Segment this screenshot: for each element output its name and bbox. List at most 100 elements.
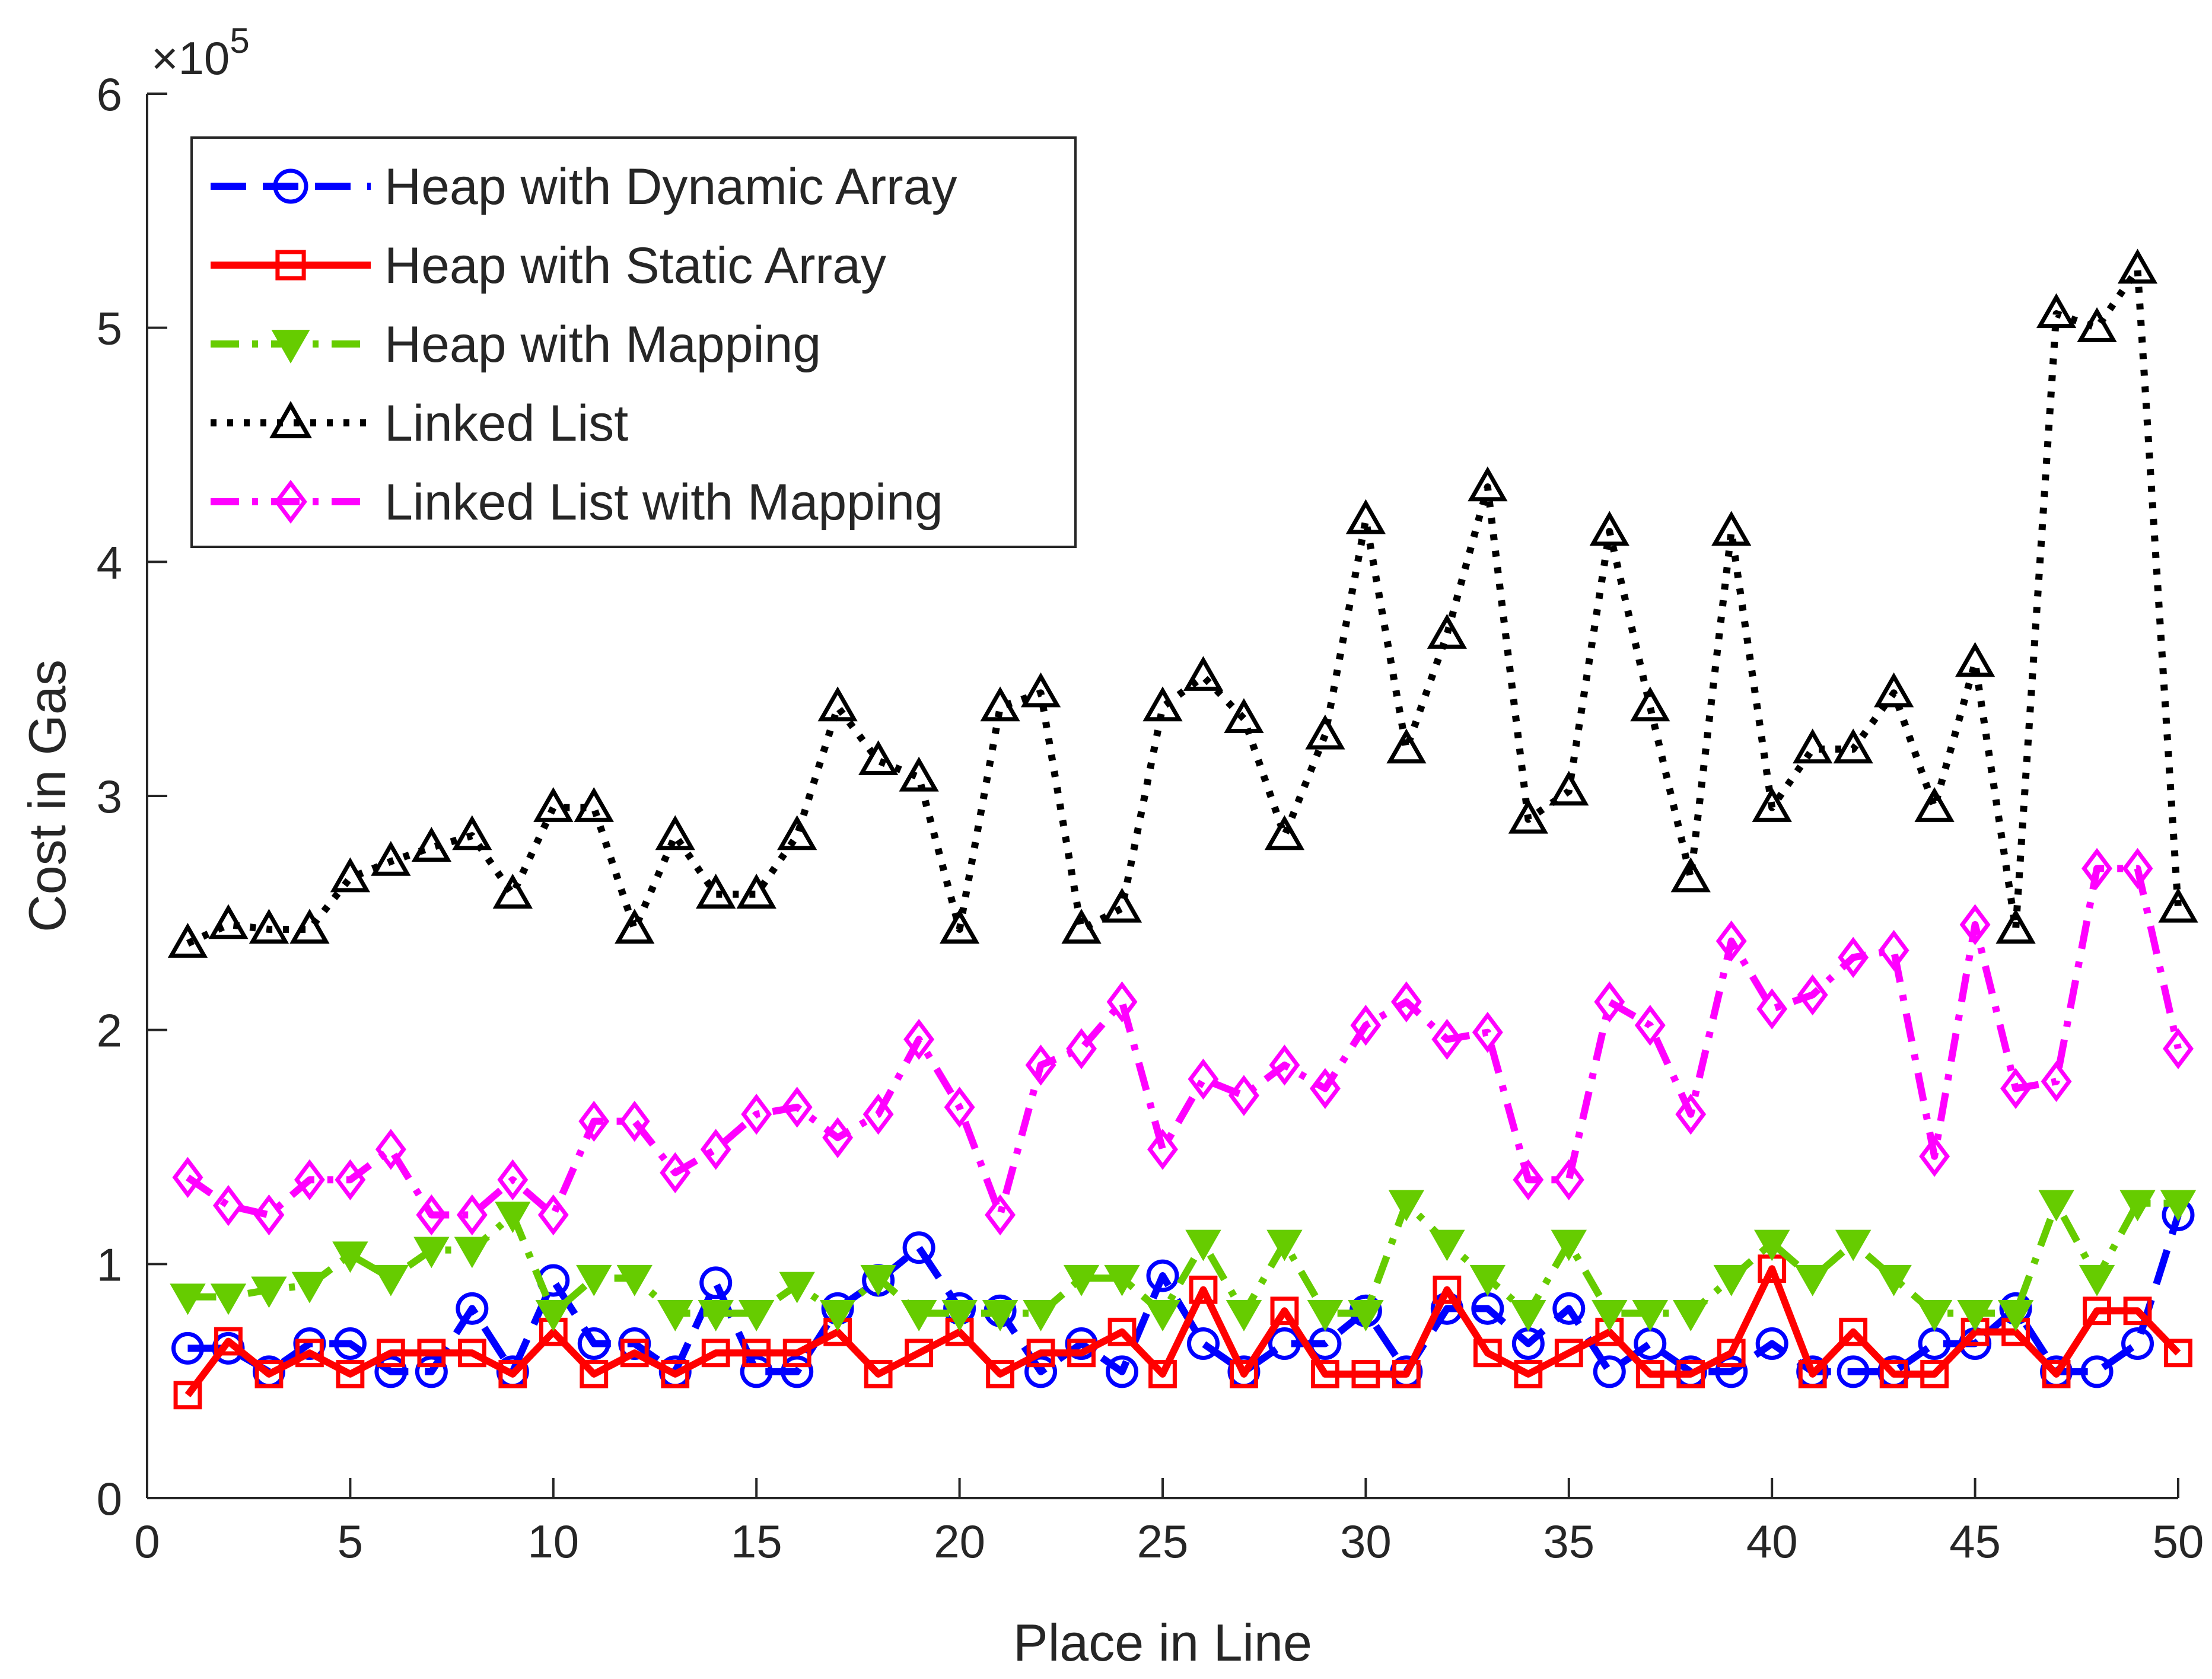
x-tick-label: 50 (2153, 1515, 2204, 1568)
data-point (2121, 1327, 2154, 1361)
data-point (1185, 1229, 1221, 1261)
data-point (1794, 1264, 1831, 1296)
data-point (1224, 698, 1264, 733)
series-layer (167, 248, 2198, 1410)
data-point (452, 815, 492, 850)
data-point (1592, 1300, 1628, 1331)
data-point (660, 1152, 691, 1194)
data-point (1634, 1005, 1666, 1046)
data-point (417, 1339, 446, 1368)
data-point (492, 874, 533, 909)
data-point (454, 1237, 491, 1269)
data-point (291, 1272, 328, 1304)
data-point (1106, 981, 1138, 1022)
data-point (1469, 1264, 1506, 1296)
data-point (1793, 728, 1833, 764)
data-point (1270, 1296, 1299, 1326)
data-point (1919, 1136, 1950, 1177)
data-point (701, 1339, 730, 1368)
data-point (498, 1359, 527, 1388)
legend-marker (269, 401, 312, 438)
data-point (208, 904, 249, 939)
data-point (249, 909, 289, 944)
data-point (1104, 1264, 1140, 1296)
data-point (2164, 1339, 2192, 1368)
y-axis-label: Cost in Gas (18, 660, 77, 932)
data-point (860, 1264, 896, 1296)
data-point (497, 1159, 529, 1200)
data-point (620, 1339, 649, 1368)
data-point (1510, 1300, 1546, 1331)
series-2 (170, 1190, 2197, 1331)
data-point (2042, 1359, 2071, 1388)
data-point (699, 1266, 733, 1299)
data-point (862, 1094, 894, 1135)
data-point (1634, 1327, 1667, 1361)
series-3 (167, 248, 2198, 958)
data-point (376, 1339, 405, 1368)
data-point (1755, 1327, 1788, 1361)
data-point (214, 1327, 243, 1356)
data-point (333, 1327, 367, 1361)
data-point (1025, 1044, 1056, 1086)
data-point (900, 1300, 937, 1331)
data-point (1594, 981, 1625, 1022)
data-point (655, 815, 695, 850)
legend-label: Linked List (384, 395, 628, 452)
data-point (1553, 1159, 1584, 1200)
data-point (903, 1018, 935, 1060)
data-point (1388, 1190, 1425, 1222)
data-point (1514, 1359, 1543, 1388)
data-point (1835, 1229, 1872, 1261)
data-point (1630, 686, 1670, 722)
data-point (1997, 1300, 2034, 1331)
data-point (985, 1194, 1016, 1236)
data-point (1589, 511, 1629, 546)
data-point (1717, 1339, 1746, 1368)
data-point (1433, 1275, 1462, 1304)
data-point (1593, 1355, 1626, 1388)
data-point (1472, 1011, 1503, 1053)
data-point (456, 1194, 488, 1236)
data-point (2079, 1264, 2115, 1296)
data-point (212, 1185, 244, 1226)
data-point (1024, 1355, 1058, 1388)
data-point (1878, 929, 1909, 971)
data-point (817, 686, 858, 722)
data-point (698, 1300, 734, 1331)
data-point (1920, 1359, 1949, 1388)
data-point (2036, 293, 2077, 329)
x-axis-label: Place in Line (1013, 1613, 1312, 1672)
data-point (980, 686, 1020, 722)
x-tick-label: 0 (134, 1515, 160, 1568)
data-point (1833, 728, 1873, 764)
data-point (1552, 1292, 1586, 1325)
data-point (781, 1355, 814, 1388)
data-point (1635, 1359, 1664, 1388)
data-point (170, 1283, 206, 1315)
data-point (982, 1300, 1019, 1331)
data-point (210, 1283, 247, 1315)
data-point (1473, 1339, 1502, 1368)
data-point (902, 1231, 935, 1264)
data-point (864, 1359, 893, 1388)
legend-marker (271, 330, 310, 364)
data-point (1144, 1300, 1181, 1331)
x-tick-label: 10 (527, 1515, 579, 1568)
series-line (186, 865, 2182, 1219)
data-point (1916, 1300, 1953, 1331)
data-point (253, 1194, 285, 1236)
data-point (1183, 656, 1224, 691)
data-point (1955, 642, 1995, 677)
legend-label: Linked List with Mapping (384, 474, 943, 531)
data-point (1307, 1300, 1344, 1331)
data-point (661, 1359, 690, 1388)
x-tick-label: 40 (1746, 1515, 1798, 1568)
data-point (411, 827, 451, 862)
data-point (574, 787, 614, 822)
data-point (332, 1241, 368, 1273)
data-point (1508, 798, 1548, 834)
data-point (1148, 1359, 1177, 1388)
